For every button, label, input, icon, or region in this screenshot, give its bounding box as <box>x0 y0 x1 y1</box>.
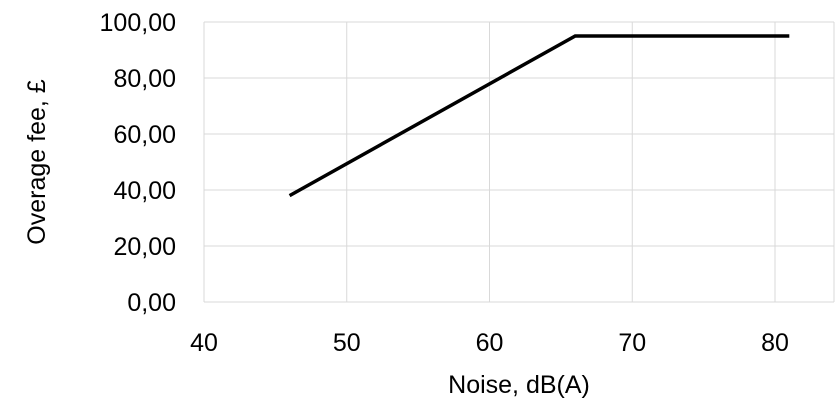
y-axis-tick-labels: 0,00 20,00 40,00 60,00 80,00 100,00 <box>100 9 176 317</box>
x-tick-label: 50 <box>333 329 361 357</box>
x-tick-label: 60 <box>476 329 504 357</box>
x-axis-title: Noise, dB(A) <box>448 371 590 399</box>
y-tick-label: 20,00 <box>113 233 176 261</box>
series-line <box>288 34 790 198</box>
y-tick-label: 40,00 <box>113 177 176 205</box>
x-tick-label: 40 <box>190 329 218 357</box>
x-tick-label: 70 <box>618 329 646 357</box>
horizontal-gridlines <box>204 21 834 303</box>
y-tick-label: 80,00 <box>113 65 176 93</box>
y-tick-label: 100,00 <box>100 9 176 37</box>
series-group <box>288 34 790 198</box>
y-tick-label: 0,00 <box>127 289 176 317</box>
y-tick-label: 60,00 <box>113 121 176 149</box>
x-axis-tick-labels: 40 50 60 70 80 <box>190 329 789 357</box>
x-tick-label: 80 <box>761 329 789 357</box>
vertical-gridlines <box>203 22 835 302</box>
y-axis-title: Overage fee, £ <box>23 79 51 244</box>
